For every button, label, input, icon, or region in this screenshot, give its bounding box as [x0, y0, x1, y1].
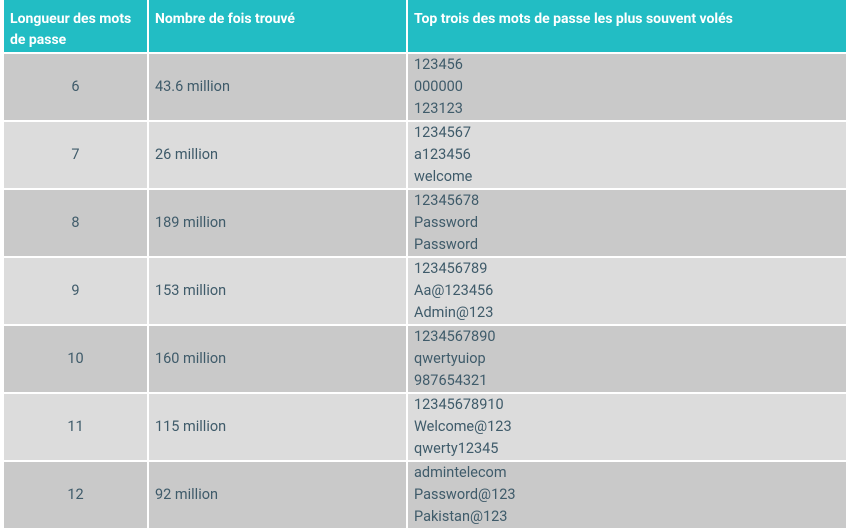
table-row: 11 115 million 12345678910 Welcome@123 qwert… [4, 394, 846, 460]
password: 123456789 [414, 260, 488, 277]
table-row: 10 160 million 1234567890 qwertyuiop 9876543… [4, 326, 846, 392]
count-cell: 26 million [149, 122, 406, 188]
password: 1234567890 [414, 328, 496, 345]
header-cell: Nombre de fois trouvé [149, 0, 406, 52]
passwords-cell: 12345678 Password Password [408, 190, 846, 256]
count-cell: 92 million [149, 462, 406, 528]
password: 12345678910 [414, 396, 504, 413]
count-cell: 153 million [149, 258, 406, 324]
count-cell: 43.6 million [149, 54, 406, 120]
length-cell: 10 [4, 326, 147, 392]
passwords-cell: 1234567890 qwertyuiop 987654321 [408, 326, 846, 392]
password: 987654321 [414, 372, 488, 389]
passwords-cell: admintelecom Password@123 Pakistan@123 [408, 462, 846, 528]
password: qwerty12345 [414, 440, 499, 457]
password: 000000 [414, 78, 463, 95]
password: welcome [414, 168, 473, 185]
table-body: 6 43.6 million 123456 000000 123123 7 26 milli… [4, 54, 846, 528]
table-row: 7 26 million 1234567 a123456 welcome [4, 122, 846, 188]
length-cell: 12 [4, 462, 147, 528]
header-cell: Top trois des mots de passe les plus sou… [408, 0, 846, 52]
password: qwertyuiop [414, 350, 486, 367]
passwords-cell: 123456 000000 123123 [408, 54, 846, 120]
count-cell: 160 million [149, 326, 406, 392]
password: Admin@123 [414, 304, 494, 321]
passwords-cell: 123456789 Aa@123456 Admin@123 [408, 258, 846, 324]
password: a123456 [414, 146, 471, 163]
length-cell: 7 [4, 122, 147, 188]
passwords-cell: 12345678910 Welcome@123 qwerty12345 [408, 394, 846, 460]
length-cell: 11 [4, 394, 147, 460]
password: Password [414, 236, 479, 253]
header-cell: Longueur des mots de passe [4, 0, 147, 52]
password: admintelecom [414, 464, 507, 481]
length-cell: 6 [4, 54, 147, 120]
count-cell: 189 million [149, 190, 406, 256]
password: Welcome@123 [414, 418, 512, 435]
password: Password [414, 214, 479, 231]
count-cell: 115 million [149, 394, 406, 460]
table-row: 8 189 million 12345678 Password Password [4, 190, 846, 256]
table-row: 6 43.6 million 123456 000000 123123 [4, 54, 846, 120]
password: 123123 [414, 100, 463, 117]
password: 12345678 [414, 192, 480, 209]
password: 1234567 [414, 124, 472, 141]
passwords-cell: 1234567 a123456 welcome [408, 122, 846, 188]
password: Aa@123456 [414, 282, 494, 299]
password: 123456 [414, 56, 463, 73]
table-row: 9 153 million 123456789 Aa@123456 Admin@123 [4, 258, 846, 324]
length-cell: 8 [4, 190, 147, 256]
password: Password@123 [414, 486, 516, 503]
password: Pakistan@123 [414, 508, 508, 525]
table-row: 12 92 million admintelecom Password@123 Paki… [4, 462, 846, 528]
length-cell: 9 [4, 258, 147, 324]
header-row: Longueur des mots de passe Nombre de foi… [4, 0, 846, 52]
